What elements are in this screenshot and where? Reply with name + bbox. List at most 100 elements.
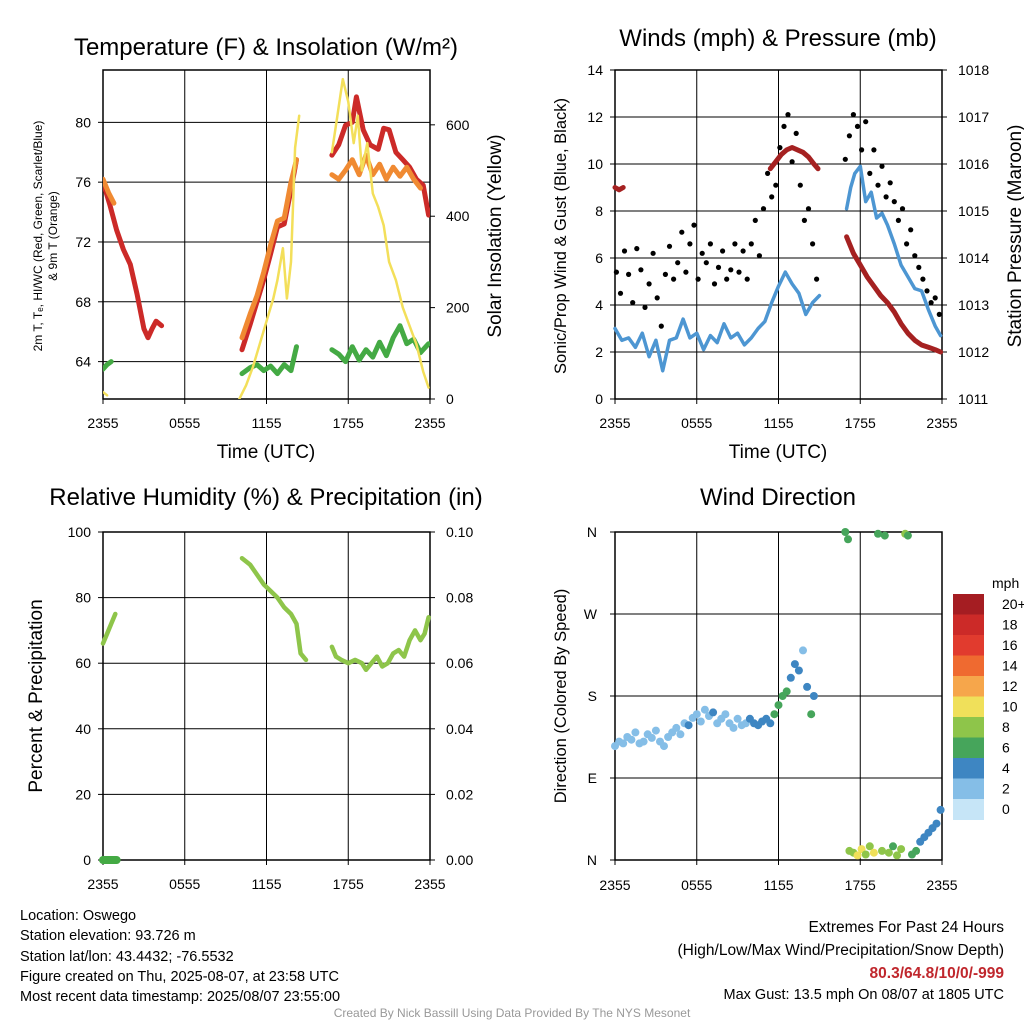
gust-point: [658, 323, 664, 329]
gust-point: [916, 264, 922, 270]
x-tick-label: 0555: [681, 877, 712, 893]
extremes-heading: Extremes For Past 24 Hours: [808, 919, 1004, 936]
colorbar-label: 0: [1002, 801, 1010, 817]
x-tick-label: 1155: [251, 876, 281, 892]
gust-point: [785, 112, 791, 118]
direction-point: [619, 739, 628, 748]
gust-point: [863, 119, 869, 125]
gust-point: [744, 276, 750, 282]
direction-point: [790, 660, 799, 669]
y-tick-label: 100: [68, 524, 92, 540]
direction-point: [721, 710, 730, 719]
x-tick-label: 1155: [763, 877, 793, 893]
colorbar-title: mph: [992, 575, 1019, 591]
gust-point: [928, 300, 934, 306]
gust-point: [773, 182, 779, 188]
rh-series: [103, 555, 429, 860]
y2-tick-label: 1013: [958, 297, 989, 313]
series-line: [613, 164, 943, 373]
gust-point: [867, 170, 873, 176]
direction-point: [869, 848, 878, 857]
dir-ylabel-left: Direction (Colored By Speed): [552, 589, 570, 804]
gust-point: [769, 194, 775, 200]
gust-point: [895, 217, 902, 223]
y2-tick-label: 0.02: [446, 786, 473, 802]
y-tick-label: 12: [587, 109, 603, 125]
gust-point: [748, 241, 754, 247]
gust-point: [854, 123, 861, 129]
y-tick-label: N: [587, 524, 597, 540]
colorbar-label: 16: [1002, 637, 1018, 653]
gust-point: [859, 147, 865, 153]
direction-point: [729, 723, 738, 732]
recent-timestamp: Most recent data timestamp: 2025/08/07 2…: [20, 989, 341, 1006]
direction-point: [692, 710, 701, 719]
x-tick-label: 2355: [414, 876, 445, 892]
series-line: [103, 152, 423, 341]
direction-point: [733, 714, 742, 723]
direction-point: [878, 846, 886, 855]
y-tick-label: 10: [587, 156, 603, 172]
gust-point: [924, 288, 930, 294]
gust-point: [805, 206, 812, 212]
direction-point: [893, 851, 901, 860]
x-tick-label: 2355: [414, 415, 445, 431]
direction-point: [803, 682, 812, 691]
y2-tick-label: 0.04: [446, 721, 473, 737]
gust-point: [724, 276, 730, 282]
y-tick-label: S: [588, 688, 597, 704]
x-tick-label: 0555: [169, 876, 200, 892]
direction-point: [770, 710, 779, 719]
wind-xlabel: Time (UTC): [729, 442, 828, 463]
gust-point: [695, 276, 701, 282]
gust-point: [797, 182, 803, 188]
gust-point: [634, 246, 640, 252]
wind-series: [612, 112, 944, 373]
x-tick-label: 2355: [926, 877, 957, 893]
gust-point: [846, 133, 853, 139]
direction-point: [936, 805, 945, 814]
gust-point: [626, 271, 632, 277]
gust-point: [715, 264, 722, 270]
y2-tick-label: 1011: [958, 391, 988, 407]
direction-point: [782, 687, 791, 696]
direction-point: [853, 851, 862, 860]
gust-point: [891, 199, 897, 205]
y2-tick-label: 1017: [958, 109, 989, 125]
gust-point: [814, 276, 820, 282]
x-tick-label: 0555: [169, 415, 200, 431]
y2-tick-label: 0.06: [446, 655, 473, 671]
extremes-box: Extremes For Past 24 Hours (High/Low/Max…: [678, 916, 1005, 1005]
max-gust: Max Gust: 13.5 mph On 08/07 at 1805 UTC: [723, 987, 1004, 1003]
direction-point: [794, 666, 803, 675]
y2-tick-label: 1015: [958, 203, 989, 219]
gust-point: [683, 269, 689, 275]
gust-point: [691, 222, 697, 228]
gust-point: [765, 170, 771, 176]
station-location: Location: Oswego: [20, 908, 137, 924]
y-tick-label: 68: [75, 294, 91, 310]
y2-tick-label: 0.00: [446, 852, 473, 868]
gust-point: [650, 250, 656, 256]
y-tick-label: 64: [75, 354, 91, 370]
gust-point: [777, 145, 783, 151]
direction-point: [807, 710, 816, 719]
wind-ylabel-left: Sonic/Prop Wind & Gust (Blue, Black): [552, 98, 570, 374]
series-line: [612, 145, 944, 355]
y-tick-label: 80: [75, 590, 91, 606]
direction-point: [627, 735, 636, 744]
gust-point: [728, 267, 734, 273]
rh-ylabel-left: Percent & Precipitation: [26, 599, 47, 792]
station-latlon: Station lat/lon: 43.4432; -76.5532: [20, 948, 234, 965]
direction-point: [631, 728, 640, 737]
gust-point: [679, 229, 685, 235]
y-tick-label: W: [584, 606, 598, 622]
y-tick-label: 0: [595, 391, 603, 407]
y2-tick-label: 1018: [958, 62, 989, 78]
colorbar-label: 2: [1002, 781, 1010, 797]
colorbar-label: 20+: [1002, 596, 1024, 612]
x-tick-label: 1155: [763, 415, 793, 431]
series-line: [103, 94, 430, 353]
direction-point: [786, 673, 795, 682]
gust-point: [801, 217, 808, 223]
